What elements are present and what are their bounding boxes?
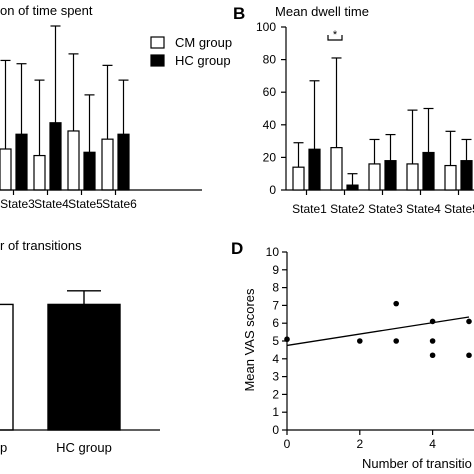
- panel-b-bar-cm-state4: [406, 163, 419, 191]
- panel-d-y-tick-8: 8: [272, 281, 279, 295]
- panel-a-bar-hc-state4: [49, 122, 62, 191]
- panel-b-y-tick-60: 60: [263, 85, 277, 99]
- panel-b-title: Mean dwell time: [275, 4, 369, 19]
- panel-c: r of transitions p HC group: [0, 238, 160, 455]
- scatter-point-8: [466, 352, 472, 359]
- panel-b-x-tick-state1: State1: [292, 202, 327, 216]
- panel-a-bar-hc-state5: [83, 151, 96, 191]
- panel-b-y-tick-100: 100: [256, 20, 276, 34]
- panel-a-bar-hc-state6: [117, 133, 130, 191]
- panel-c-bar-1: [0, 303, 14, 431]
- panel-d-y-tick-1: 1: [272, 405, 279, 419]
- scatter-point-3: [393, 300, 400, 307]
- panel-a-bar-cm-state5: [67, 130, 80, 191]
- panel-d-x-ticks: 0 2 4: [284, 430, 436, 451]
- scatter-point-4: [393, 338, 400, 344]
- panel-b-bar-hc-state3: [384, 160, 397, 191]
- panel-d-y-tick-7: 7: [272, 298, 279, 312]
- panel-d-y-tick-0: 0: [272, 423, 279, 437]
- panel-d-y-label: Mean VAS scores: [242, 288, 257, 392]
- panel-a-x-tick-state6: State6: [102, 197, 137, 211]
- panel-b-bar-cm-state2: [330, 147, 343, 191]
- panel-b-bar-cm-state1: [292, 166, 305, 191]
- panel-a-bar-cm-state6: [101, 138, 114, 191]
- panel-a-bars: [0, 25, 130, 191]
- panel-b-bar-hc-state4: [422, 151, 435, 191]
- panel-d-y-ticks: 0 1 2 3 4 5 6 7 8 9 10: [266, 245, 287, 437]
- panel-b-y-tick-0: 0: [269, 183, 276, 197]
- legend: CM group HC group: [150, 35, 232, 68]
- scatter-point-5: [429, 318, 436, 325]
- legend-label-hc: HC group: [175, 53, 231, 68]
- significance-star: *: [333, 29, 338, 41]
- panel-b-x-tick-state5: State5: [444, 202, 474, 216]
- panel-c-tick-1: p: [0, 440, 7, 455]
- panel-a-x-tick-state4: State4: [34, 197, 69, 211]
- scatter-point-2: [357, 338, 363, 344]
- scatter-point-7: [429, 352, 436, 359]
- panel-c-tick-2: HC group: [56, 440, 112, 455]
- panel-b-bars: [292, 57, 473, 191]
- panel-b-y-tick-40: 40: [263, 118, 277, 132]
- panel-d-y-tick-2: 2: [272, 387, 279, 401]
- panel-b-bar-cm-state3: [368, 163, 381, 191]
- panel-a-x-tick-state3: State3: [0, 197, 35, 211]
- significance-line: [327, 35, 343, 41]
- panel-b-x-tick-state2: State2: [330, 202, 365, 216]
- significance-bracket: *: [327, 29, 343, 41]
- panel-d-x-label: Number of transitio: [362, 456, 472, 471]
- panel-d-x-tick-2: 2: [356, 437, 363, 451]
- panel-b-letter: B: [233, 4, 245, 23]
- panel-d: D Mean VAS scores 0 1 2 3 4 5 6 7 8 9 10 0 2 4 Numbe…: [231, 239, 474, 471]
- panel-c-bar-2: [47, 303, 121, 431]
- trend-line: [286, 316, 470, 347]
- panel-d-letter: D: [231, 239, 243, 258]
- panel-b-bar-hc-state5: [460, 160, 473, 191]
- panel-a-bar-cm-state3: [0, 148, 12, 191]
- panel-b-bar-hc-state2: [346, 184, 359, 191]
- panel-a-title: on of time spent: [0, 3, 93, 18]
- panel-a-bar-cm-state4: [33, 154, 46, 191]
- panel-c-bars: [0, 290, 121, 431]
- scatter-point-9: [466, 318, 472, 325]
- panel-b-y-tick-80: 80: [263, 53, 277, 67]
- legend-swatch-hc: [150, 54, 165, 67]
- panel-b-x-ticks: State1State2State3State4State5: [292, 190, 474, 216]
- panel-d-y-tick-5: 5: [272, 334, 279, 348]
- legend-label-cm: CM group: [175, 35, 232, 50]
- panel-b-bar-cm-state5: [444, 164, 457, 191]
- scatter-point-1: [284, 336, 290, 343]
- legend-swatch-cm: [150, 36, 165, 49]
- panel-a-bar-hc-state3: [15, 133, 28, 191]
- panel-d-y-tick-9: 9: [272, 263, 279, 277]
- scatter-point-6: [429, 338, 436, 344]
- panel-b-x-tick-state3: State3: [368, 202, 403, 216]
- panel-b-y-tick-20: 20: [263, 150, 277, 164]
- panel-b-x-tick-state4: State4: [406, 202, 441, 216]
- panel-d-points: [284, 300, 472, 359]
- panel-d-y-tick-4: 4: [272, 352, 279, 366]
- panel-c-title: r of transitions: [0, 238, 82, 253]
- panel-d-x-tick-0: 0: [284, 437, 291, 451]
- panel-b-y-ticks: 0 20 40 60 80 100: [256, 20, 286, 197]
- panel-d-y-tick-10: 10: [266, 245, 280, 259]
- panel-d-y-tick-3: 3: [272, 370, 279, 384]
- panel-a-x-ticks: State3 State4 State5 State6: [0, 190, 137, 211]
- panel-a: on of time spent State3 State4 State5 State…: [0, 3, 232, 211]
- panel-a-x-tick-state5: State5: [68, 197, 103, 211]
- panel-d-y-tick-6: 6: [272, 316, 279, 330]
- panel-d-x-tick-4: 4: [429, 437, 436, 451]
- panel-b-bar-hc-state1: [308, 148, 321, 191]
